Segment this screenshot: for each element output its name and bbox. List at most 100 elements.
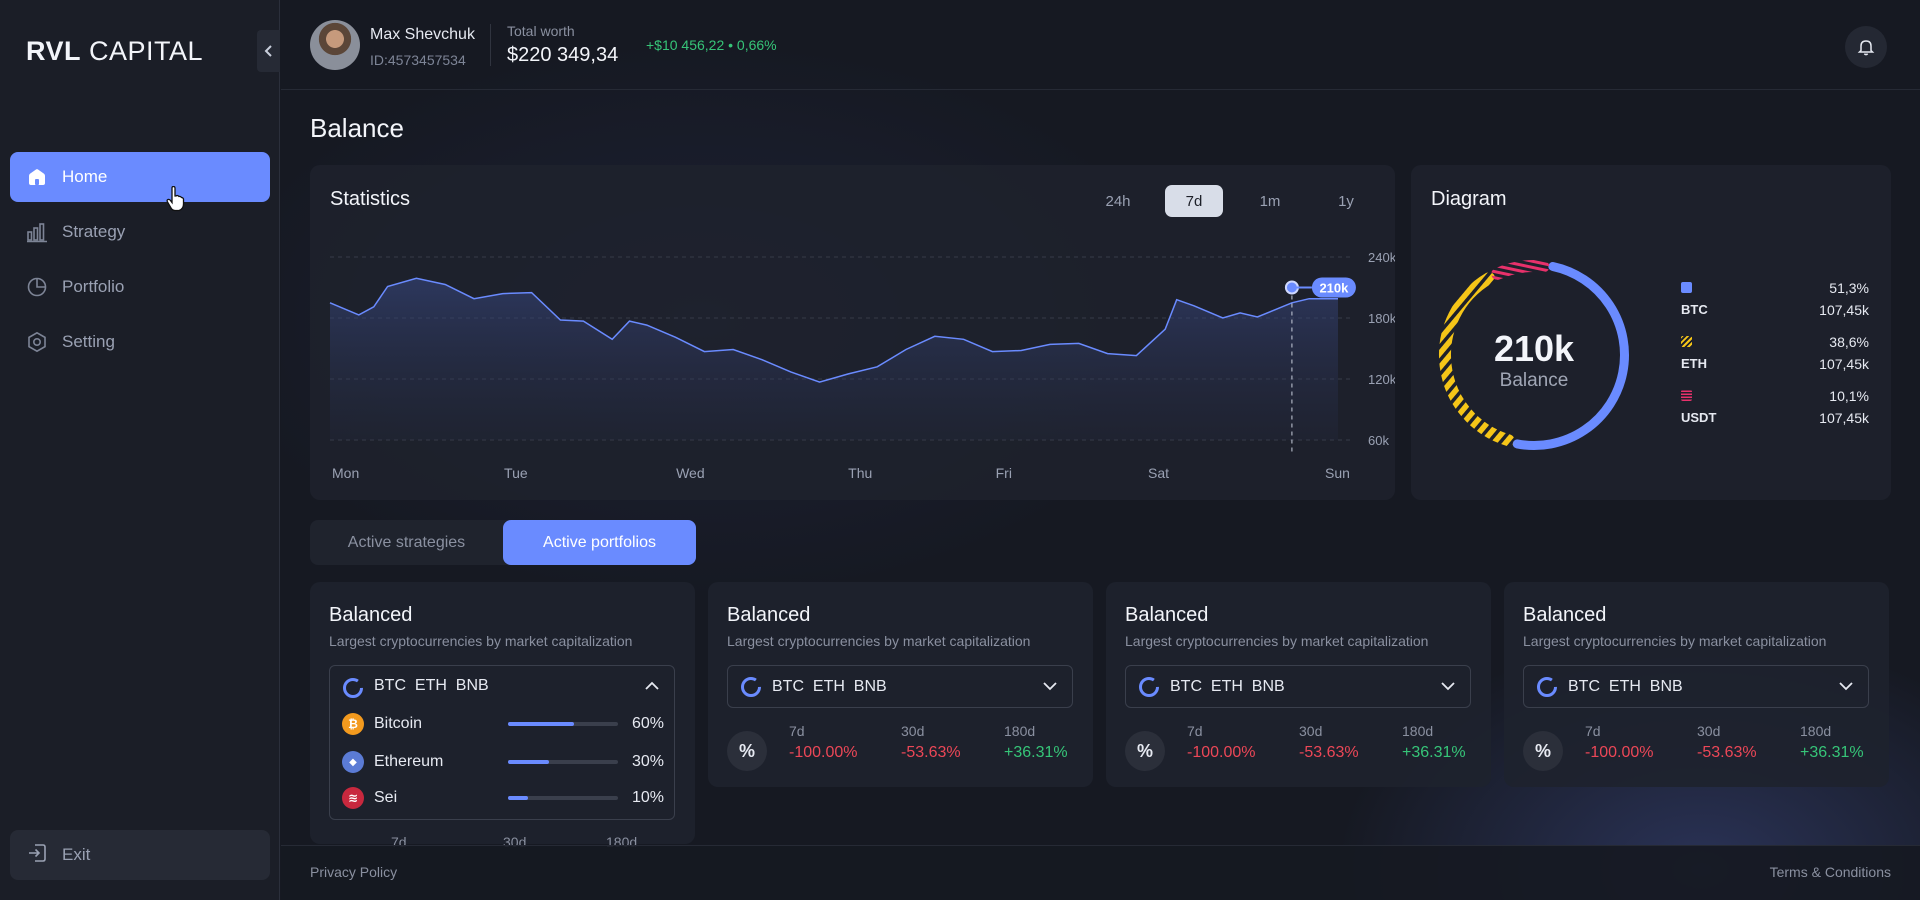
- home-icon: [26, 166, 48, 188]
- chevron-left-icon: [264, 45, 272, 57]
- portfolio-subtitle: Largest cryptocurrencies by market capit…: [1125, 633, 1429, 649]
- coins-selector[interactable]: BTC ETH BNB: [727, 665, 1073, 708]
- donut-slice-btc: [1512, 261, 1629, 450]
- series-line: [329, 277, 1338, 383]
- coins-label: BTC ETH BNB: [772, 677, 887, 695]
- coin-row-sei: ≋ Sei 10%: [342, 784, 664, 812]
- privacy-policy-link[interactable]: Privacy Policy: [310, 864, 398, 880]
- period-7d[interactable]: 7d: [1165, 185, 1223, 217]
- tab-active-strategies[interactable]: Active strategies: [347, 533, 466, 551]
- legend-item-btc: 51,3% BTC 107,45k: [1681, 280, 1869, 336]
- coin-name: Sei: [374, 789, 398, 806]
- portfolio-card[interactable]: Balanced Largest cryptocurrencies by mar…: [1106, 582, 1491, 787]
- statistics-card: Statistics 24h 7d 1m 1y 240k 180k 120k 60k M…: [310, 165, 1395, 500]
- sidebar-item-portfolio[interactable]: Portfolio: [10, 262, 270, 312]
- sidebar-item-home[interactable]: Home: [10, 152, 270, 202]
- allocation-bar: [508, 796, 618, 800]
- metric-label: 7d: [789, 723, 805, 739]
- metric-30d: 30d -53.63%: [901, 723, 961, 762]
- donut-slice-eth: [1439, 272, 1515, 447]
- portfolio-card[interactable]: Balanced Largest cryptocurrencies by mar…: [708, 582, 1093, 787]
- portfolio-card[interactable]: Balanced Largest cryptocurrencies by mar…: [1504, 582, 1889, 787]
- metric-value: -100.00%: [1585, 744, 1654, 761]
- total-worth-label: Total worth: [507, 23, 575, 39]
- metric-value: -53.63%: [901, 744, 961, 761]
- donut-chart[interactable]: 210k Balance: [1429, 250, 1639, 460]
- metric-label: 180d: [1800, 723, 1832, 739]
- loading-ring-icon: [1139, 676, 1159, 697]
- coins-selector[interactable]: BTC ETH BNB: [1125, 665, 1471, 708]
- coins-label: BTC ETH BNB: [1568, 677, 1683, 695]
- exit-button[interactable]: Exit: [10, 830, 270, 880]
- y-tick-label: 240k: [1368, 250, 1395, 265]
- portfolio-subtitle: Largest cryptocurrencies by market capit…: [1523, 633, 1827, 649]
- statistics-title: Statistics: [330, 188, 411, 210]
- loading-ring-icon: [343, 678, 363, 698]
- portfolio-title: Balanced: [329, 604, 413, 626]
- statistics-chart[interactable]: 240k 180k 120k 60k Mon Tue Wed Thu Fri Sat Sun 210k: [310, 165, 1395, 500]
- metric-label: 180d: [1004, 723, 1036, 739]
- coins-selector[interactable]: BTC ETH BNB: [1523, 665, 1869, 708]
- chevron-down-icon[interactable]: [1042, 678, 1058, 694]
- usdt-swatch-icon: [1681, 390, 1692, 401]
- x-tick-label: Tue: [504, 465, 528, 481]
- chevron-up-icon[interactable]: [644, 678, 660, 694]
- portfolio-subtitle: Largest cryptocurrencies by market capit…: [329, 633, 633, 649]
- avatar[interactable]: [310, 20, 360, 70]
- portfolio-tabs: Active strategies Active portfolios: [310, 520, 696, 565]
- notifications-button[interactable]: [1845, 26, 1887, 68]
- tab-active-portfolios[interactable]: Active portfolios: [503, 520, 696, 565]
- portfolio-title: Balanced: [1523, 604, 1607, 626]
- portfolio-card[interactable]: Balanced Largest cryptocurrencies by mar…: [310, 582, 695, 850]
- x-tick-label: Mon: [332, 465, 359, 481]
- metric-7d: 7d -100.00%: [1187, 723, 1256, 762]
- sidebar-item-label: Setting: [62, 332, 115, 351]
- user-name: Max Shevchuk: [370, 26, 475, 43]
- ethereum-icon: ◆: [342, 751, 364, 773]
- metric-value: -53.63%: [1299, 744, 1359, 761]
- x-tick-label: Wed: [676, 465, 705, 481]
- period-1m[interactable]: 1m: [1259, 192, 1281, 210]
- brand-logo[interactable]: RVL CAPITAL: [26, 36, 203, 67]
- coins-selector[interactable]: BTC ETH BNB ₿ Bitcoin 60% ◆ Ethereum 30%…: [329, 665, 675, 820]
- total-worth-value: $220 349,34: [507, 44, 619, 66]
- pie-chart-icon: [26, 276, 48, 298]
- collapse-sidebar-button[interactable]: [257, 30, 280, 72]
- bitcoin-icon: ₿: [342, 713, 364, 735]
- legend-amount: 107,45k: [1819, 302, 1869, 318]
- metric-value: +36.31%: [1800, 744, 1864, 761]
- period-24h[interactable]: 24h: [1105, 192, 1131, 210]
- metric-value: -100.00%: [1187, 744, 1256, 761]
- legend-name: USDT: [1681, 410, 1717, 425]
- coin-pct: 60%: [631, 715, 664, 732]
- chevron-down-icon[interactable]: [1440, 678, 1456, 694]
- period-1y[interactable]: 1y: [1338, 192, 1354, 210]
- coin-row-ethereum: ◆ Ethereum 30%: [342, 748, 664, 776]
- x-tick-label: Sun: [1325, 465, 1350, 481]
- highlight-label: 210k: [1319, 281, 1349, 296]
- diagram-legend: 51,3% BTC 107,45k 38,6% ETH 107,45k 10,1…: [1681, 280, 1869, 444]
- percent-icon: %: [1125, 731, 1165, 771]
- sidebar-item-label: Strategy: [62, 222, 126, 241]
- metric-label: 30d: [901, 723, 925, 739]
- metric-value: -53.63%: [1697, 744, 1757, 761]
- legend-name: BTC: [1681, 302, 1708, 317]
- sidebar-item-label: Home: [62, 167, 108, 186]
- page-title: Balance: [310, 113, 404, 143]
- loading-ring-icon: [1537, 676, 1557, 697]
- portfolio-title: Balanced: [727, 604, 811, 626]
- percent-icon: %: [1523, 731, 1563, 771]
- main-content: Max Shevchuk ID:4573457534 Total worth $…: [281, 0, 1920, 900]
- legend-pct: 51,3%: [1829, 280, 1869, 296]
- metric-label: 7d: [1585, 723, 1601, 739]
- sidebar: RVL CAPITAL Home Strategy Portfolio: [0, 0, 280, 900]
- metric-180d: 180d +36.31%: [1800, 723, 1864, 762]
- terms-link[interactable]: Terms & Conditions: [1769, 864, 1891, 880]
- metric-label: 7d: [1187, 723, 1203, 739]
- portfolio-title: Balanced: [1125, 604, 1209, 626]
- sidebar-item-setting[interactable]: Setting: [10, 317, 270, 367]
- sidebar-item-strategy[interactable]: Strategy: [10, 207, 270, 257]
- chevron-down-icon[interactable]: [1838, 678, 1854, 694]
- exit-label: Exit: [62, 845, 91, 864]
- metric-180d: 180d +36.31%: [1402, 723, 1466, 762]
